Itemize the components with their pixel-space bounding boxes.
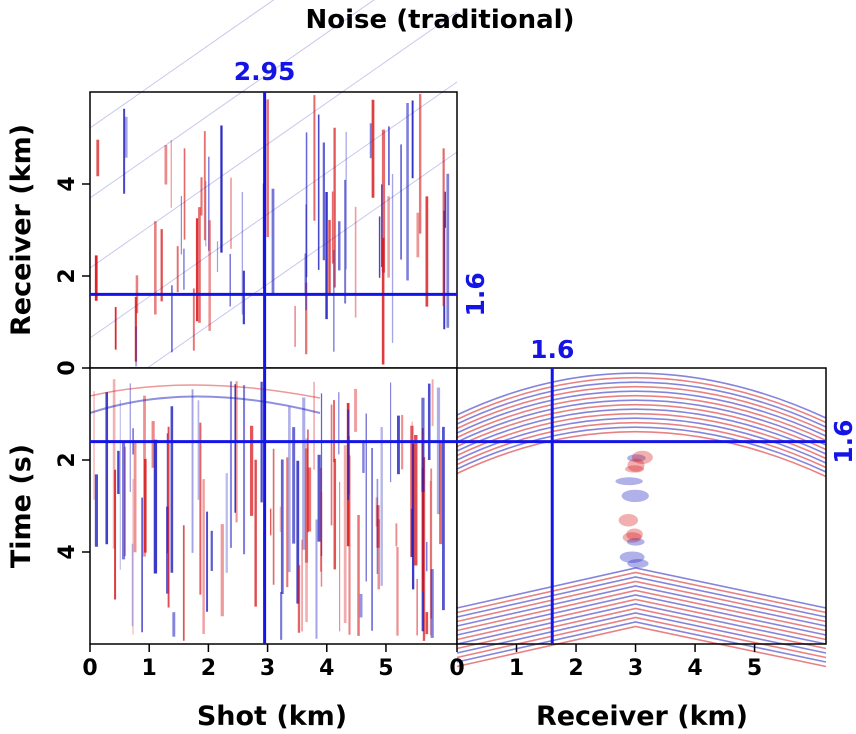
y-axis-label-receiver: Receiver (km) bbox=[6, 124, 37, 336]
upper-hyperbola bbox=[456, 403, 827, 451]
x-tick-label: 3 bbox=[628, 656, 643, 681]
diagonal-noise-band bbox=[89, 151, 458, 409]
lower-hyperbola bbox=[456, 612, 827, 654]
x-tick-label: 5 bbox=[747, 656, 762, 681]
panel-frame-bottom-right bbox=[456, 367, 827, 645]
x-tick-label: 4 bbox=[319, 656, 334, 681]
y-axis-label-time: Time (s) bbox=[6, 444, 37, 568]
lower-hyperbola bbox=[456, 607, 827, 650]
x-tick-label: 1 bbox=[509, 656, 524, 681]
crosshair-cube-receiver-label: 1.6 bbox=[530, 335, 574, 364]
x-tick-label: 0 bbox=[449, 656, 464, 681]
crosshair-receiver-label: 1.6 bbox=[461, 272, 490, 316]
hyperbolic-event bbox=[89, 384, 321, 399]
y-tick-label: 4 bbox=[55, 544, 80, 559]
lower-hyperbola bbox=[456, 589, 827, 632]
upper-hyperbola bbox=[456, 381, 827, 428]
upper-hyperbola bbox=[456, 408, 827, 455]
upper-hyperbola bbox=[456, 430, 827, 478]
x-axis-label-shot: Shot (km) bbox=[197, 701, 347, 732]
central-noise-blob bbox=[626, 538, 645, 546]
x-tick-label: 2 bbox=[201, 656, 216, 681]
x-tick-label: 5 bbox=[378, 656, 393, 681]
central-noise-blob bbox=[622, 532, 642, 543]
lower-hyperbola bbox=[456, 571, 827, 614]
central-noise-blob bbox=[627, 559, 649, 568]
axis-ticks: 0 2 4 2 4 0 1 2 3 4 5 0 1 2 3 4 5 bbox=[55, 176, 762, 681]
x-tick-label: 4 bbox=[687, 656, 702, 681]
upper-hyperbola bbox=[456, 372, 827, 419]
x-tick-label: 1 bbox=[142, 656, 157, 681]
central-noise-blob bbox=[627, 454, 646, 462]
lower-hyperbola bbox=[456, 594, 827, 636]
central-noise-blob bbox=[619, 551, 645, 563]
diagonal-noise-band bbox=[89, 0, 275, 129]
crosshair-shot-label: 2.95 bbox=[234, 57, 296, 86]
receiver-time-traces bbox=[456, 372, 827, 668]
x-tick-label: 0 bbox=[82, 656, 97, 681]
central-noise-blob bbox=[631, 450, 653, 464]
figure-title: Noise (traditional) bbox=[306, 5, 575, 35]
lower-hyperbola bbox=[456, 567, 827, 609]
upper-hyperbola bbox=[456, 376, 827, 424]
y-tick-label: 2 bbox=[55, 268, 80, 283]
central-noise-blob bbox=[618, 513, 639, 527]
crosshair-time-label: 1.6 bbox=[829, 419, 856, 463]
upper-hyperbola bbox=[456, 399, 827, 446]
x-tick-label: 3 bbox=[260, 656, 275, 681]
lower-hyperbola bbox=[456, 598, 827, 641]
panel-receiver-time bbox=[456, 367, 827, 668]
upper-hyperbola bbox=[456, 385, 827, 433]
diagonal-noise-band bbox=[89, 0, 375, 199]
central-noise-blob bbox=[615, 477, 643, 486]
upper-hyperbola bbox=[456, 412, 827, 460]
lower-hyperbola bbox=[456, 603, 827, 645]
upper-hyperbola bbox=[456, 421, 827, 469]
lower-hyperbola bbox=[456, 576, 827, 618]
x-axis-label-receiver: Receiver (km) bbox=[536, 701, 748, 732]
central-noise-blob bbox=[625, 465, 645, 473]
y-tick-label: 2 bbox=[55, 452, 80, 467]
lower-hyperbola bbox=[456, 625, 827, 668]
panel-shot-time bbox=[89, 367, 458, 645]
upper-hyperbola bbox=[456, 394, 827, 442]
shot-receiver-traces bbox=[89, 0, 458, 409]
central-noise-blob bbox=[627, 458, 645, 472]
lower-hyperbola bbox=[456, 585, 827, 627]
hyperbolic-event bbox=[89, 395, 321, 414]
lower-hyperbola bbox=[456, 580, 827, 623]
diagonal-noise-band bbox=[89, 11, 458, 269]
x-tick-label: 2 bbox=[568, 656, 583, 681]
panel-shot-receiver bbox=[89, 0, 458, 409]
upper-hyperbola bbox=[456, 426, 827, 473]
y-tick-label: 4 bbox=[55, 176, 80, 191]
central-noise-blob bbox=[621, 489, 649, 503]
y-tick-label: 0 bbox=[55, 360, 80, 375]
central-noise-blob bbox=[626, 528, 643, 541]
upper-hyperbola bbox=[456, 390, 827, 437]
